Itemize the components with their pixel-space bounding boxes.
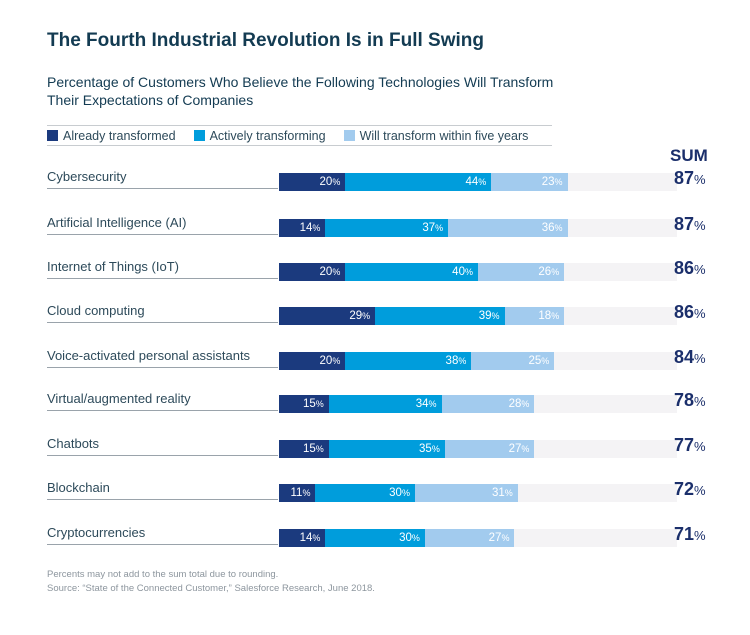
bar-row: Chatbots 15% 35% 27% 77% [47,435,727,459]
legend: Already transformed Actively transforming… [47,125,552,146]
bar-segment: 26% [478,263,565,281]
sum-header: SUM [670,146,708,165]
bar-segment: 34% [328,395,442,413]
sum-value: 86% [674,258,706,278]
legend-item: Already transformed [47,129,176,143]
category-label: Voice-activated personal assistants [47,347,278,368]
bar-track: 29% 39% 18% [279,307,677,325]
bar-track: 15% 35% 27% [279,440,677,458]
bar-segment: 18% [504,307,565,325]
bar-row: Internet of Things (IoT) 20% 40% 26% 86% [47,258,727,282]
bar-segment: 27% [444,440,535,458]
sum-value: 78% [674,390,706,410]
category-label: Artificial Intelligence (AI) [47,214,278,235]
bar-segment: 27% [424,529,515,547]
bar-segment: 14% [279,529,326,547]
sum-value: 77% [674,435,706,455]
bar-row: Artificial Intelligence (AI) 14% 37% 36% 87% [47,214,727,238]
legend-swatch [47,130,58,141]
bar-segment: 20% [279,173,346,191]
bar-segment: 38% [345,352,472,370]
bar-row: Cybersecurity 20% 44% 23% 87% [47,168,727,192]
bar-segment: 40% [345,263,478,281]
bar-row: Voice-activated personal assistants 20% 38… [47,347,727,371]
category-label: Chatbots [47,435,278,456]
bar-row: Cloud computing 29% 39% 18% 86% [47,302,727,326]
footnote-rounding: Percents may not add to the sum total du… [47,569,279,580]
category-label: Virtual/augmented reality [47,390,278,411]
footnote-source: Source: “State of the Connected Customer… [47,583,375,594]
bar-segment: 20% [279,263,346,281]
bar-segment: 35% [328,440,445,458]
category-label: Cloud computing [47,302,278,323]
category-label: Cybersecurity [47,168,278,189]
bar-segment: 14% [279,219,326,237]
bar-track: 15% 34% 28% [279,395,677,413]
legend-label: Will transform within five years [359,128,529,143]
bar-segment: 39% [375,307,505,325]
sum-value: 84% [674,347,706,367]
bar-segment: 25% [471,352,555,370]
legend-swatch [343,130,355,141]
bar-track: 14% 30% 27% [279,529,677,547]
sum-value: 71% [674,524,706,544]
sum-value: 86% [674,302,706,322]
bar-track: 11% 30% 31% [279,484,677,502]
bar-segment: 15% [279,395,329,413]
bar-row: Blockchain 11% 30% 31% 72% [47,479,727,503]
category-label: Blockchain [47,479,278,500]
bar-segment: 15% [279,440,329,458]
bar-segment: 28% [441,395,535,413]
legend-swatch [193,130,205,141]
bar-segment: 20% [279,352,346,370]
bar-segment: 30% [315,484,415,502]
legend-item: Will transform within five years [343,128,529,143]
bar-segment: 44% [345,173,492,191]
bar-row: Virtual/augmented reality 15% 34% 28% 78% [47,390,727,414]
bar-track: 20% 40% 26% [279,263,677,281]
chart-title: The Fourth Industrial Revolution Is in F… [47,30,484,51]
bar-segment: 36% [448,219,568,237]
sum-value: 87% [674,214,706,234]
bar-track: 20% 38% 25% [279,352,677,370]
legend-label: Actively transforming [209,128,326,143]
chart-subtitle: Percentage of Customers Who Believe the … [47,74,554,108]
category-label: Internet of Things (IoT) [47,258,278,279]
bar-segment: 11% [279,484,316,502]
bar-segment: 23% [491,173,568,191]
bar-segment: 31% [414,484,518,502]
bar-track: 20% 44% 23% [279,173,677,191]
legend-item: Actively transforming [193,128,326,143]
bar-track: 14% 37% 36% [279,219,677,237]
sum-value: 72% [674,479,706,499]
category-label: Cryptocurrencies [47,524,278,545]
bar-segment: 29% [279,307,376,325]
bar-row: Cryptocurrencies 14% 30% 27% 71% [47,524,727,548]
bar-segment: 37% [325,219,449,237]
sum-value: 87% [674,168,706,188]
bar-segment: 30% [325,529,425,547]
legend-label: Already transformed [63,128,176,143]
